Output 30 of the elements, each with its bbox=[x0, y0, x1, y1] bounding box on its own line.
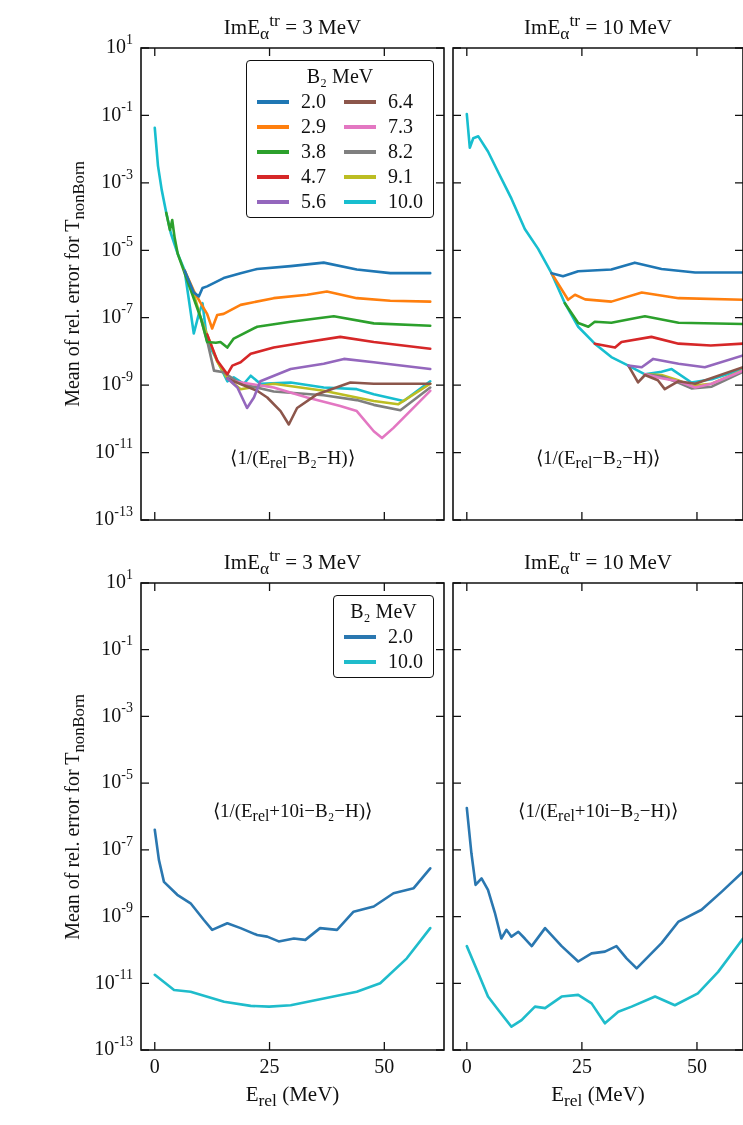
x-axis-title: E$_{rel}$ (MeV) bbox=[245, 1082, 340, 1112]
x-tick-label: 50 bbox=[686, 1055, 707, 1078]
legend-label: 2.0 bbox=[301, 90, 326, 113]
x-tick-label: 25 bbox=[259, 1055, 280, 1078]
x-axis-title: E$_{rel}$ (MeV) bbox=[551, 1082, 645, 1112]
legend-title: B₂ MeV bbox=[349, 600, 418, 623]
legend-label: 10.0 bbox=[388, 190, 423, 213]
x-tick-label: 25 bbox=[571, 1055, 592, 1078]
annotation: ⟨1/(E$_{rel}$+10i−B₂−H)⟩ bbox=[212, 798, 373, 826]
legend-label: 4.7 bbox=[301, 165, 326, 188]
annotation: ⟨1/(E$_{rel}$+10i−B₂−H)⟩ bbox=[518, 798, 678, 826]
legend-label: 2.0 bbox=[388, 625, 413, 648]
legend-label: 7.3 bbox=[388, 115, 413, 138]
chart-title: ImE$_{α}$$^{tr}$ = 3 MeV bbox=[223, 10, 362, 45]
annotation: ⟨1/(E$_{rel}$−B₂−H)⟩ bbox=[535, 445, 661, 473]
legend-label: 8.2 bbox=[388, 140, 413, 163]
chart-title: ImE$_{α}$$^{tr}$ = 10 MeV bbox=[524, 10, 672, 45]
legend-label: 3.8 bbox=[301, 140, 326, 163]
x-tick-label: 0 bbox=[149, 1055, 160, 1078]
legend-title: B₂ MeV bbox=[305, 65, 375, 88]
annotation: ⟨1/(E$_{rel}$−B₂−H)⟩ bbox=[230, 445, 355, 473]
x-tick-label: 50 bbox=[374, 1055, 395, 1078]
legend-label: 6.4 bbox=[388, 90, 413, 113]
legend-label: 9.1 bbox=[388, 165, 413, 188]
chart-title: ImE$_{α}$$^{tr}$ = 3 MeV bbox=[223, 545, 362, 580]
x-tick-label: 0 bbox=[461, 1055, 472, 1078]
legend-label: 5.6 bbox=[301, 190, 326, 213]
legend-label: 10.0 bbox=[388, 650, 423, 673]
legend-label: 2.9 bbox=[301, 115, 326, 138]
chart-title: ImE$_{α}$$^{tr}$ = 10 MeV bbox=[524, 545, 672, 580]
